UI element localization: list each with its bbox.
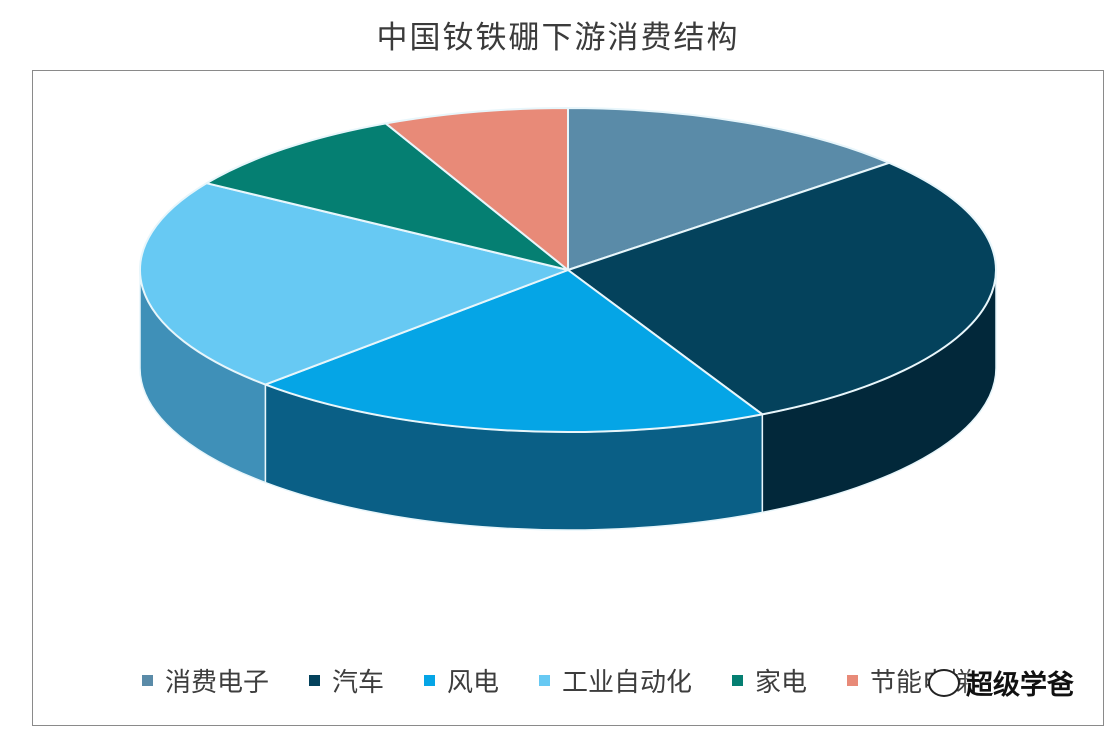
legend-swatch: [847, 674, 859, 686]
legend-item: 汽车: [308, 662, 384, 699]
pie-side-walls: [139, 269, 997, 531]
watermark-text: 超级学爸: [966, 670, 1074, 701]
legend-label: 消费电子: [164, 667, 269, 698]
chart-title: 中国钕铁硼下游消费结构: [376, 20, 740, 56]
legend-label: 家电: [755, 667, 808, 698]
pie-slice-消费电子: [567, 107, 891, 271]
legend-swatch: [539, 674, 550, 686]
legend-swatch: [423, 674, 435, 686]
chart-legend: 消费电子 汽车 风电 工业自动化 家电 节能电梯: [0, 658, 1116, 702]
legend-swatch: [308, 674, 320, 686]
legend-label: 风电: [446, 667, 499, 698]
legend-swatch: [732, 674, 744, 686]
wechat-icon: [928, 668, 960, 697]
watermark: 超级学爸: [928, 663, 1074, 702]
pie-slice-家电: [205, 122, 569, 271]
legend-label: 汽车: [331, 667, 384, 698]
legend-label: 工业自动化: [562, 667, 693, 698]
pie-slice-工业自动化: [139, 182, 569, 386]
legend-item: 消费电子: [141, 662, 269, 699]
legend-item: 工业自动化: [539, 662, 692, 699]
pie-top-faces: [139, 107, 997, 433]
pie-slice-汽车: [567, 161, 997, 416]
pie-slice-风电: [264, 269, 764, 433]
legend-item: 风电: [423, 662, 499, 699]
pie-slice-节能电梯: [384, 107, 569, 271]
legend-item: 家电: [732, 662, 807, 699]
legend-swatch: [141, 674, 153, 686]
